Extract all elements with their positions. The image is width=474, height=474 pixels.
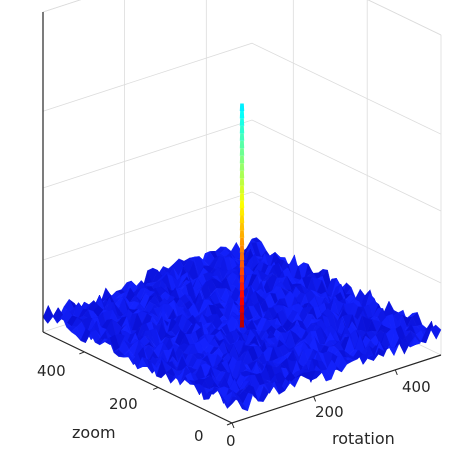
peak-segment <box>239 178 245 186</box>
peak-segment <box>239 275 245 283</box>
peak-segment <box>239 297 245 306</box>
peak-segment <box>239 185 245 194</box>
peak-segment <box>239 290 245 298</box>
peak-segment <box>239 223 245 231</box>
x-axis-label: rotation <box>332 429 395 448</box>
x-tick <box>394 369 398 376</box>
y-axis-label: zoom <box>72 423 116 442</box>
y-tick <box>79 351 85 355</box>
peak-segment <box>239 103 245 111</box>
peak-spike <box>239 103 245 328</box>
surface-mesh <box>42 237 442 412</box>
peak-segment <box>239 170 245 179</box>
y-tick <box>152 386 159 390</box>
peak-segment <box>239 312 245 320</box>
grid-line <box>42 119 442 212</box>
peak-segment <box>239 252 245 261</box>
x-tick <box>313 396 317 402</box>
y-tick-label: 400 <box>37 362 66 380</box>
y-tick-label: 200 <box>109 395 138 413</box>
back-wall <box>43 0 252 332</box>
x-tick-label: 400 <box>402 378 431 396</box>
peak-segment <box>239 133 245 141</box>
peak-segment <box>239 305 245 313</box>
peak-segment <box>239 148 245 156</box>
grid-line <box>42 42 442 135</box>
grid-line <box>42 191 442 284</box>
x-tick-label: 0 <box>226 432 236 450</box>
peak-segment <box>239 260 245 268</box>
peak-segment <box>239 215 245 223</box>
peak-segment <box>239 193 245 201</box>
peak-segment <box>239 111 245 119</box>
peak-segment <box>239 320 245 328</box>
peak-segment <box>239 200 245 208</box>
peak-segment <box>239 125 245 134</box>
peak-segment <box>239 237 245 246</box>
surface-cell <box>227 396 238 409</box>
peak-segment <box>239 282 245 291</box>
y-tick <box>226 422 233 426</box>
peak-segment <box>239 140 245 149</box>
peak-segment <box>239 208 245 216</box>
peak-segment <box>239 163 245 171</box>
back-walls <box>43 0 441 355</box>
x-tick-label: 200 <box>315 403 344 421</box>
peak-segment <box>239 245 245 253</box>
axes <box>42 12 442 429</box>
x-tick <box>231 422 235 429</box>
y-tick-label: 0 <box>194 427 204 445</box>
grid-line <box>42 0 442 36</box>
peak-segment <box>239 155 245 164</box>
peak-segment <box>239 118 245 126</box>
peak-segment <box>239 267 245 276</box>
peak-segment <box>239 230 245 238</box>
